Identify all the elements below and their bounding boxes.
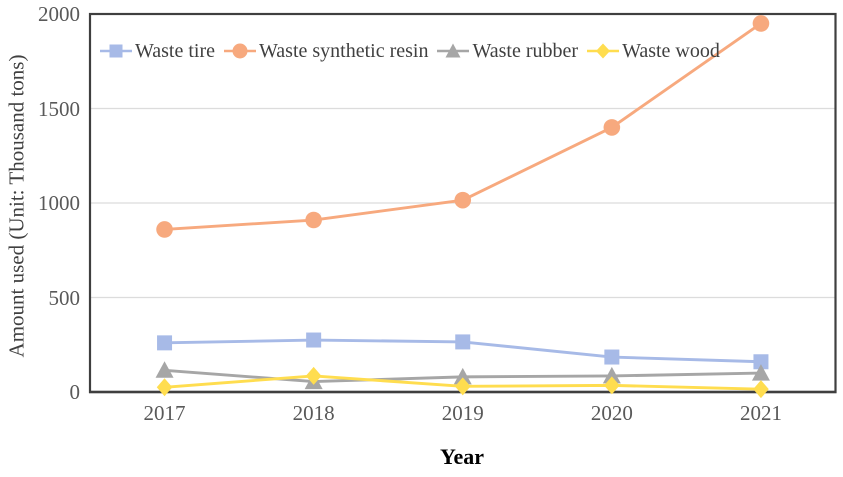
legend-item-waste-wood: Waste wood <box>587 40 720 63</box>
series-waste-tire-marker <box>604 349 620 365</box>
series-waste-rubber-marker <box>602 366 621 384</box>
series-waste-synthetic-resin-marker <box>454 191 472 209</box>
square-legend-marker-icon <box>100 44 132 58</box>
series-waste-wood-marker <box>156 378 173 397</box>
series-waste-synthetic-resin-marker <box>752 15 770 32</box>
diamond-legend-marker-icon <box>587 43 620 59</box>
y-tick-label: 0 <box>69 380 81 404</box>
legend-label: Waste synthetic resin <box>259 39 429 62</box>
x-tick-label: 2017 <box>143 401 186 425</box>
series-waste-wood-marker <box>454 377 471 396</box>
x-tick-label: 2021 <box>739 401 782 425</box>
legend-item-waste-rubber: Waste rubber <box>437 40 578 63</box>
legend-label: Waste tire <box>135 39 216 62</box>
x-tick-label: 2019 <box>441 401 484 425</box>
x-tick-label: 2018 <box>292 401 335 425</box>
legend: Waste tire Waste synthetic resin Waste rub… <box>100 40 720 63</box>
series-waste-tire-marker <box>455 334 471 350</box>
series-waste-tire-marker <box>157 335 173 351</box>
legend-label: Waste rubber <box>472 39 579 62</box>
legend-label: Waste wood <box>622 39 720 62</box>
series-waste-synthetic-resin-marker <box>156 221 173 238</box>
series-waste-tire-marker <box>753 354 769 370</box>
x-axis-title: Year <box>440 444 484 469</box>
y-tick-label: 1000 <box>38 191 80 215</box>
y-tick-label: 2000 <box>38 2 80 26</box>
series-waste-synthetic-resin-marker <box>305 211 322 229</box>
series-waste-wood-marker <box>753 380 769 399</box>
series-waste-rubber-marker <box>155 361 174 378</box>
y-tick-label: 500 <box>48 285 81 310</box>
series-waste-rubber-marker <box>751 364 770 381</box>
y-tick-label: 1500 <box>38 96 80 121</box>
series-waste-wood-marker <box>305 366 322 385</box>
legend-item-waste-synthetic-resin: Waste synthetic resin <box>224 40 428 63</box>
legend-item-waste-tire: Waste tire <box>100 40 215 63</box>
series-waste-tire-marker <box>306 332 322 348</box>
series-waste-synthetic-resin-marker <box>603 119 621 136</box>
series-waste-rubber-marker <box>453 367 472 385</box>
triangle-legend-marker-icon <box>437 43 470 58</box>
y-axis-title: Amount used (Unit: Thousand tons) <box>4 54 29 358</box>
x-tick-label: 2020 <box>590 401 633 425</box>
series-waste-wood-marker <box>604 376 620 395</box>
circle-legend-marker-icon <box>224 43 257 59</box>
